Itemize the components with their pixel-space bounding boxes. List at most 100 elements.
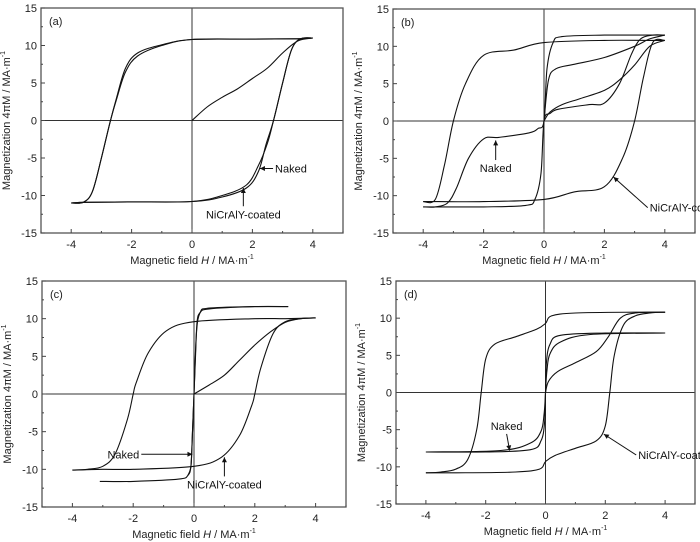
y-tick-label: -10 <box>373 191 389 203</box>
annotation-1: NiCrAlY-coated <box>187 457 262 491</box>
y-tick-label: -5 <box>27 153 37 165</box>
x-tick-label: 0 <box>189 239 195 251</box>
series-5 <box>543 39 666 122</box>
x-tick-label: -2 <box>481 510 491 522</box>
y-tick-label: -5 <box>379 153 389 165</box>
y-axis-title: Magnetization 4πM / MA·m-1 <box>0 51 13 190</box>
panel-label: (c) <box>50 289 63 301</box>
panel-c: -4 -2 0 2 4 -15 -10 -5 0 5 10 15 (c) Magnetic field H… <box>1 276 347 541</box>
y-tick-label: -15 <box>373 228 389 240</box>
y-tick-label: 5 <box>31 78 37 90</box>
x-tick-label: 0 <box>191 513 197 525</box>
x-tick-label: 2 <box>602 510 608 522</box>
y-tick-label: 5 <box>32 351 38 363</box>
panel-label: (d) <box>404 289 417 301</box>
y-tick-label: 10 <box>377 41 389 53</box>
x-tick-label: -4 <box>421 510 431 522</box>
series-1 <box>187 305 289 476</box>
y-tick-label: 10 <box>380 313 392 325</box>
y-tick-label: -15 <box>21 228 37 240</box>
annotation-text: Naked <box>491 421 523 433</box>
annotation-0: Naked <box>107 449 193 461</box>
series-2 <box>72 317 316 471</box>
arrow-head <box>240 188 246 193</box>
arrow-head <box>613 177 619 183</box>
arrow-head <box>259 166 265 171</box>
annotation-arrow <box>603 433 637 456</box>
x-axis-title: Magnetic field H / MA·m-1 <box>484 525 608 538</box>
panel-a: -4 -2 0 2 4 -15 -10 -5 0 5 10 15 (a) Magnetic field H… <box>0 3 344 267</box>
arrow-head <box>187 451 193 457</box>
annotation-0: Naked <box>259 164 307 176</box>
y-tick-label: 15 <box>377 4 389 16</box>
annotation-1: NiCrAlY-coated <box>603 433 700 462</box>
series-3 <box>423 38 665 203</box>
x-axis-title: Magnetic field H / MA·m-1 <box>130 254 254 267</box>
x-tick-label: 2 <box>601 239 607 251</box>
y-tick-label: 15 <box>380 276 392 288</box>
series-3 <box>72 317 316 471</box>
y-tick-label: -15 <box>22 502 38 514</box>
y-tick-label: -10 <box>22 464 38 476</box>
y-tick-label: 0 <box>31 116 37 128</box>
series-3 <box>425 311 666 474</box>
y-tick-label: -10 <box>376 462 392 474</box>
series-2 <box>423 39 665 204</box>
y-tick-label: -10 <box>21 191 37 203</box>
x-tick-label: -2 <box>128 513 138 525</box>
arrow-head <box>603 434 610 439</box>
series-1 <box>423 34 665 208</box>
x-tick-label: -4 <box>68 513 78 525</box>
annotation-1: NiCrAlY-coated <box>613 176 700 215</box>
panel-label: (a) <box>49 16 62 28</box>
series-4 <box>543 34 665 122</box>
annotation-text: NiCrAlY-coated <box>650 203 700 215</box>
x-axis-title: Magnetic field H / MA·m-1 <box>132 528 256 541</box>
series-3 <box>71 37 313 204</box>
y-tick-label: 0 <box>386 388 392 400</box>
annotation-text: NiCrAlY-coated <box>187 479 262 491</box>
annotation-text: NiCrAlY-coated <box>638 450 700 462</box>
y-tick-label: 15 <box>26 276 38 288</box>
series-4 <box>193 317 316 395</box>
series-4 <box>544 311 666 393</box>
y-tick-label: 10 <box>26 314 38 326</box>
x-tick-label: -4 <box>66 239 76 251</box>
arrow-head <box>506 445 512 451</box>
series-0 <box>423 34 665 208</box>
annotation-0: Naked <box>480 140 512 175</box>
annotation-arrow <box>613 176 649 208</box>
annotation-0: Naked <box>491 421 523 451</box>
annotation-1: NiCrAlY-coated <box>206 188 281 221</box>
y-tick-label: 0 <box>32 389 38 401</box>
panel-d: -4 -2 0 2 4 -15 -10 -5 0 5 10 15 (d) Magnetic field H… <box>355 276 700 538</box>
y-axis-title: Magnetization 4πM / MA·m-1 <box>355 323 368 462</box>
annotation-text: Naked <box>107 449 139 461</box>
y-tick-label: 5 <box>383 79 389 91</box>
x-tick-label: 2 <box>249 239 255 251</box>
y-axis-title: Magnetization 4πM / MA·m-1 <box>352 51 365 190</box>
x-tick-label: 4 <box>313 513 319 525</box>
x-tick-label: 4 <box>662 239 668 251</box>
x-tick-label: 4 <box>662 510 668 522</box>
panel-b: -4 -2 0 2 4 -15 -10 -5 0 5 10 15 (b) Magnetic field H… <box>352 4 700 267</box>
y-tick-label: 0 <box>383 116 389 128</box>
x-axis-title: Magnetic field H / MA·m-1 <box>482 254 606 267</box>
series-2 <box>71 37 313 204</box>
y-tick-label: -5 <box>382 425 392 437</box>
x-tick-label: 4 <box>310 239 316 251</box>
annotation-text: NiCrAlY-coated <box>206 209 281 221</box>
x-tick-label: -4 <box>418 239 428 251</box>
x-tick-label: 0 <box>542 510 548 522</box>
series-2 <box>425 311 666 474</box>
y-tick-label: 10 <box>25 41 37 53</box>
x-tick-label: -2 <box>127 239 137 251</box>
arrow-head <box>221 457 227 463</box>
series-4 <box>191 37 313 121</box>
annotation-text: Naked <box>275 164 307 176</box>
x-tick-label: 2 <box>252 513 258 525</box>
x-tick-label: -2 <box>479 239 489 251</box>
annotation-text: Naked <box>480 163 512 175</box>
y-tick-label: 15 <box>25 3 37 15</box>
